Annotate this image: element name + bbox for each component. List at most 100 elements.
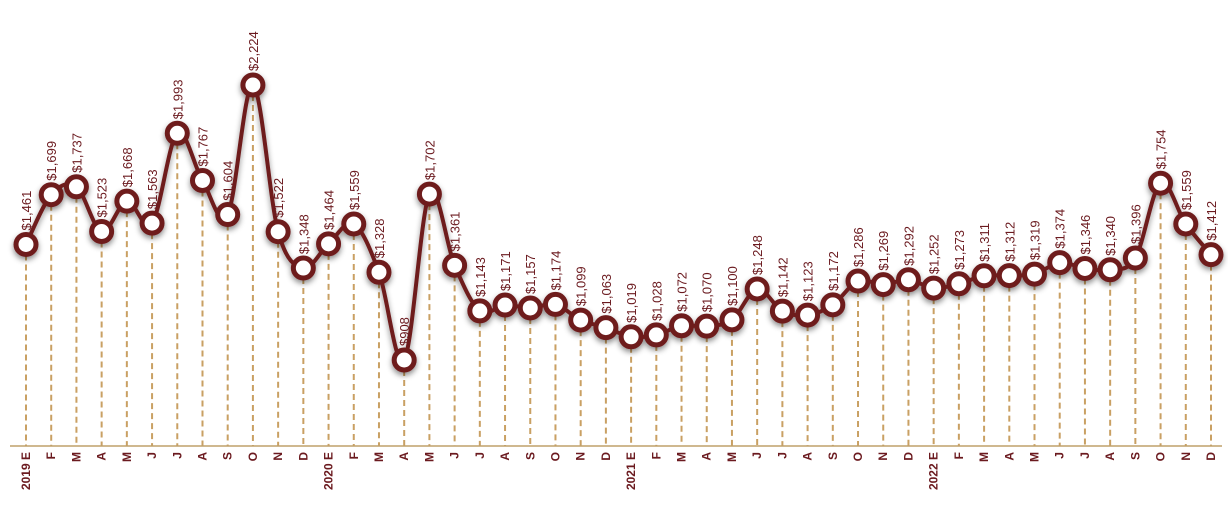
data-label: $1,100 xyxy=(725,266,740,306)
data-point xyxy=(669,313,695,339)
data-point xyxy=(1122,245,1148,271)
data-label: $1,340 xyxy=(1103,216,1118,256)
data-point xyxy=(139,210,165,236)
data-point xyxy=(769,298,795,324)
data-label: $1,248 xyxy=(750,235,765,275)
data-label: $1,522 xyxy=(271,178,286,218)
data-label: $1,319 xyxy=(1028,220,1043,260)
data-label: $1,123 xyxy=(801,261,816,301)
data-point xyxy=(795,302,821,328)
data-label: $1,346 xyxy=(1078,215,1093,255)
data-label: $1,559 xyxy=(1179,170,1194,210)
data-label: $1,311 xyxy=(977,223,992,262)
data-point xyxy=(895,267,921,293)
data-point xyxy=(467,298,493,324)
data-label: $1,328 xyxy=(372,218,387,258)
data-point xyxy=(946,271,972,297)
data-label: $1,070 xyxy=(700,272,715,312)
data-label: $1,142 xyxy=(775,257,790,297)
data-point xyxy=(1047,250,1073,276)
x-tick-label: M xyxy=(977,452,991,462)
data-point xyxy=(744,276,770,302)
data-label: $1,396 xyxy=(1128,204,1143,244)
data-label: $1,157 xyxy=(523,254,538,294)
data-point xyxy=(89,218,115,244)
data-point xyxy=(1148,170,1174,196)
data-label: $1,461 xyxy=(19,191,34,231)
x-tick-label: J xyxy=(448,452,462,459)
x-tick-label: A xyxy=(195,452,209,461)
x-tick-label: M xyxy=(675,452,689,462)
data-label: $908 xyxy=(397,317,412,346)
data-point xyxy=(240,72,266,98)
x-tick-label: S xyxy=(523,452,537,460)
data-point xyxy=(1198,242,1224,268)
x-tick-label: J xyxy=(473,452,487,459)
data-point xyxy=(820,292,846,318)
x-tick-label: M xyxy=(422,452,436,462)
data-point xyxy=(114,188,140,214)
data-label: $1,252 xyxy=(927,234,942,274)
data-point xyxy=(1022,261,1048,287)
data-point xyxy=(63,174,89,200)
x-tick-label: 2020 E xyxy=(322,452,336,490)
x-tick-label: D xyxy=(901,452,915,461)
data-point xyxy=(391,347,417,373)
x-tick-label: F xyxy=(44,452,58,459)
data-label: $1,072 xyxy=(675,272,690,312)
data-point xyxy=(290,255,316,281)
data-label: $1,063 xyxy=(599,274,614,314)
x-tick-label: S xyxy=(221,452,235,460)
data-label: $1,702 xyxy=(422,140,437,180)
data-label: $1,171 xyxy=(498,251,513,291)
data-label: $1,143 xyxy=(473,257,488,297)
x-tick-label: M xyxy=(372,452,386,462)
data-point xyxy=(618,324,644,350)
data-label: $1,604 xyxy=(221,161,236,201)
data-point xyxy=(971,263,997,289)
x-tick-label: J xyxy=(775,452,789,459)
x-tick-label: N xyxy=(271,452,285,461)
data-label: $1,523 xyxy=(95,178,110,218)
x-tick-label: N xyxy=(876,452,890,461)
x-tick-label: D xyxy=(1204,452,1218,461)
data-point xyxy=(189,167,215,193)
x-tick-label: D xyxy=(599,452,613,461)
data-point xyxy=(1097,257,1123,283)
data-point xyxy=(416,181,442,207)
data-label: $1,374 xyxy=(1053,209,1068,249)
x-tick-label: M xyxy=(725,452,739,462)
data-label: $1,559 xyxy=(347,170,362,210)
x-tick-label: J xyxy=(1053,452,1067,459)
x-tick-label: A xyxy=(95,452,109,461)
x-tick-label: J xyxy=(750,452,764,459)
data-point xyxy=(1072,255,1098,281)
x-tick-label: A xyxy=(1002,452,1016,461)
drop-lines xyxy=(25,85,1212,446)
x-tick-label: A xyxy=(700,452,714,461)
x-tick-label: F xyxy=(347,452,361,459)
data-label: $1,028 xyxy=(649,281,664,321)
x-tick-label: M xyxy=(69,452,83,462)
data-label: $1,464 xyxy=(322,190,337,230)
x-tick-label: A xyxy=(1103,452,1117,461)
data-label: $1,269 xyxy=(876,231,891,271)
series xyxy=(13,72,1224,373)
data-point xyxy=(996,263,1022,289)
data-point xyxy=(568,307,594,333)
value-labels: $1,461 $1,699 $1,737 $1,523 $1,668 $1,563 $1,9… xyxy=(19,31,1219,346)
data-label: $1,348 xyxy=(296,214,311,254)
data-label: $2,224 xyxy=(246,31,261,71)
data-label: $1,563 xyxy=(145,169,160,209)
x-tick-label: O xyxy=(851,452,865,461)
x-tick-label: M xyxy=(1028,452,1042,462)
x-tick-label: N xyxy=(574,452,588,461)
data-label: $1,286 xyxy=(851,227,866,267)
data-point xyxy=(341,211,367,237)
x-tick-label: A xyxy=(801,452,815,461)
x-tick-label: S xyxy=(1128,452,1142,460)
data-label: $1,174 xyxy=(548,251,563,291)
data-label: $1,361 xyxy=(448,212,463,252)
x-tick-label: J xyxy=(1078,452,1092,459)
